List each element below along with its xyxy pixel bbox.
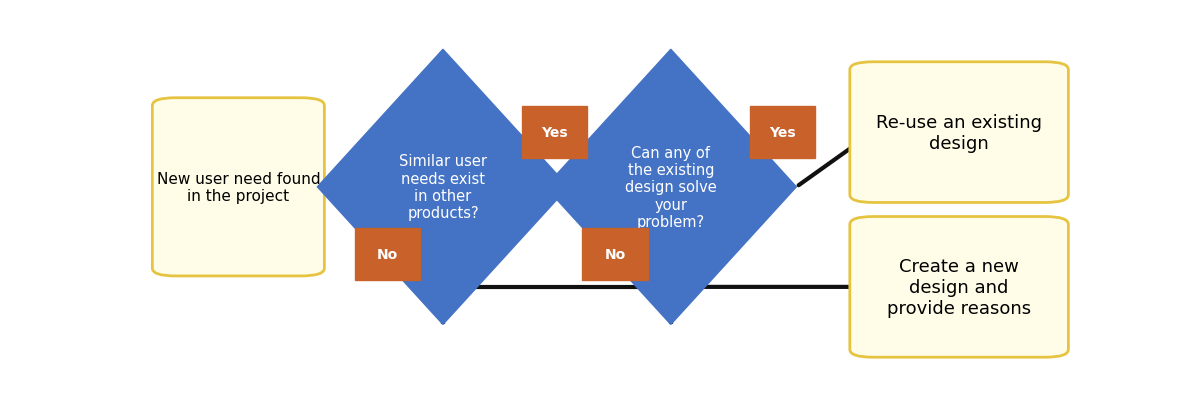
FancyBboxPatch shape: [750, 107, 815, 158]
FancyBboxPatch shape: [355, 229, 420, 280]
FancyBboxPatch shape: [850, 217, 1068, 357]
Text: Yes: Yes: [541, 126, 568, 140]
Text: New user need found
in the project: New user need found in the project: [156, 171, 320, 204]
Text: Yes: Yes: [769, 126, 796, 140]
Polygon shape: [545, 50, 797, 324]
Text: No: No: [377, 247, 397, 261]
FancyBboxPatch shape: [582, 229, 648, 280]
Polygon shape: [317, 50, 569, 324]
Text: Similar user
needs exist
in other
products?: Similar user needs exist in other produc…: [398, 154, 487, 221]
FancyBboxPatch shape: [522, 107, 587, 158]
FancyBboxPatch shape: [850, 63, 1068, 203]
Text: Re-use an existing
design: Re-use an existing design: [876, 113, 1042, 152]
Text: Create a new
design and
provide reasons: Create a new design and provide reasons: [887, 258, 1031, 317]
Text: No: No: [605, 247, 625, 261]
Text: Can any of
the existing
design solve
your
problem?: Can any of the existing design solve you…: [625, 145, 716, 230]
FancyBboxPatch shape: [152, 98, 324, 276]
